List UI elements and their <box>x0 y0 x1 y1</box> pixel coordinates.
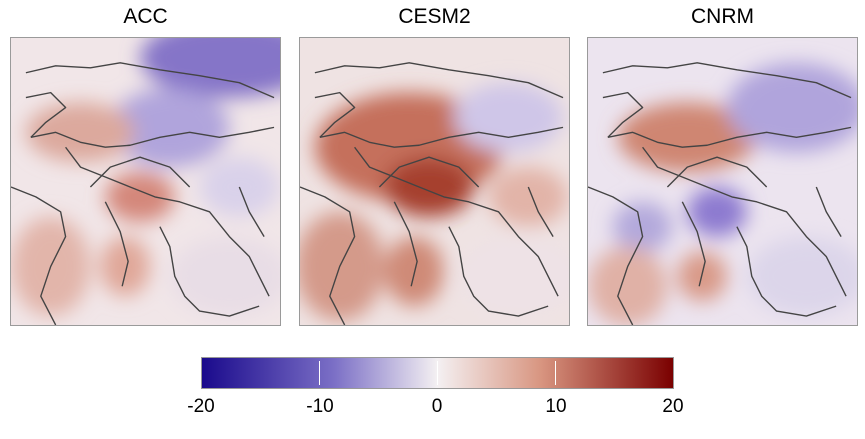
map-panel-cesm2 <box>299 37 570 326</box>
colorbar-tick <box>437 361 438 385</box>
panel-title-cesm2: CESM2 <box>398 5 471 28</box>
colorbar-label-neg10: -10 <box>306 396 334 417</box>
map-panel-cnrm <box>587 37 858 326</box>
colorbar-tick <box>555 361 556 385</box>
colorbar-label-max: 20 <box>662 396 684 417</box>
colorbar-label-pos10: 10 <box>545 396 567 417</box>
panel-title-acc: ACC <box>123 5 168 28</box>
colorbar-tick <box>319 361 320 385</box>
map-panel-acc <box>10 37 281 326</box>
colorbar-label-zero: 0 <box>431 396 443 417</box>
colorbar-label-min: -20 <box>187 396 215 417</box>
panel-title-cnrm: CNRM <box>691 5 754 28</box>
